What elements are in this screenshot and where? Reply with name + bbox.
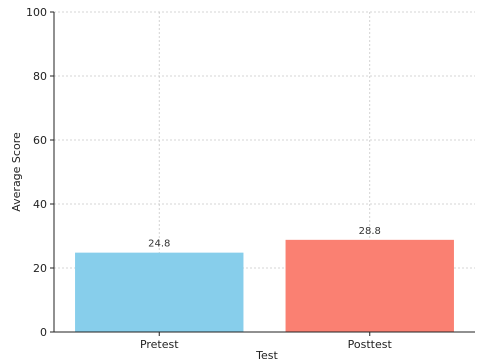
y-tick-label: 80 — [33, 70, 47, 83]
labels-group: Test Average Score — [10, 132, 279, 362]
y-tick-label: 20 — [33, 262, 47, 275]
data-label-pretest: 24.8 — [148, 239, 170, 250]
y-tick-label: 0 — [40, 326, 47, 339]
y-tick-label: 100 — [26, 6, 47, 19]
ticks-group: 0 20 40 60 80 100 Pretest Posttest — [26, 6, 393, 351]
x-axis-label: Test — [255, 349, 278, 362]
bars-group: 24.8 28.8 — [75, 226, 454, 332]
axes-group — [53, 12, 475, 333]
y-tick-label: 40 — [33, 198, 47, 211]
bar-posttest — [285, 239, 454, 332]
bar-pretest — [75, 252, 244, 332]
y-axis-label: Average Score — [10, 132, 23, 212]
data-label-posttest: 28.8 — [359, 226, 381, 237]
x-tick-label: Posttest — [348, 338, 393, 351]
x-tick-label: Pretest — [140, 338, 179, 351]
y-tick-label: 60 — [33, 134, 47, 147]
grid-lines — [54, 11, 475, 333]
